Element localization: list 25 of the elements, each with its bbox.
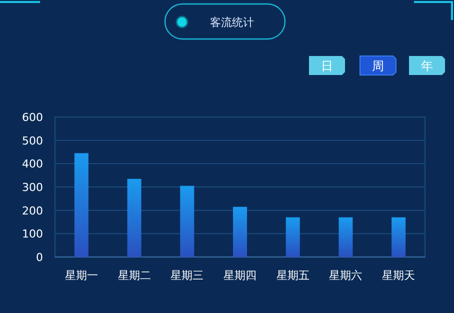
x-tick-label: 星期六 [329,269,362,282]
text: 周 [372,59,384,73]
y-tick-label: 500 [22,134,43,148]
chart-title: 客流统计 [210,16,254,29]
x-tick-label: 星期一 [64,269,98,282]
bar [286,217,300,257]
bar [392,217,406,257]
bar [233,206,247,257]
y-tick-label: 400 [22,158,43,171]
y-tick-label: 600 [22,111,43,124]
x-tick-label: 星期五 [276,269,310,282]
y-tick-label: 100 [22,228,43,241]
y-tick-label: 200 [22,204,43,218]
bar [127,178,142,257]
x-tick-label: 星期二 [118,269,151,282]
text: 年 [421,59,433,73]
x-tick-label: 星期天 [382,269,416,282]
x-tick-label: 星期四 [224,269,256,282]
bar [338,217,353,257]
x-tick-label: 星期三 [170,269,204,282]
y-tick-label: 0 [36,251,43,264]
bar [74,153,88,257]
text: 日 [321,59,333,73]
bar [180,186,194,257]
y-tick-label: 300 [22,181,43,194]
